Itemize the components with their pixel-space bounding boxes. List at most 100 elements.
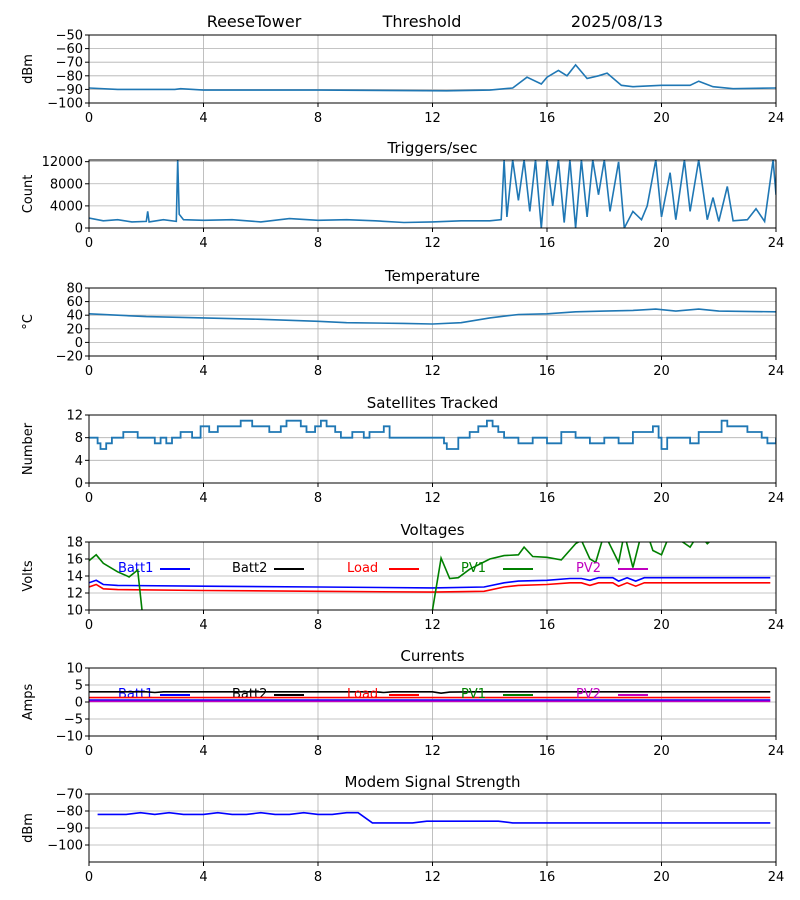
series-line <box>89 419 776 450</box>
subplot-title: Triggers/sec <box>387 139 478 157</box>
header-station: ReeseTower <box>207 12 302 31</box>
y-tick-label: −70 <box>56 788 83 803</box>
y-tick-label: 12 <box>66 587 83 602</box>
y-tick-label: 16 <box>66 553 83 568</box>
x-tick-label: 0 <box>85 491 93 506</box>
y-tick-label: 14 <box>66 570 83 585</box>
y-tick-label: 0 <box>75 696 83 711</box>
legend-label: PV1 <box>461 561 486 576</box>
x-tick-label: 20 <box>653 111 670 126</box>
x-tick-label: 4 <box>199 870 207 885</box>
series-line <box>89 63 776 92</box>
series-line-pv1 <box>89 542 711 610</box>
x-tick-label: 8 <box>314 618 322 633</box>
y-tick-label: 10 <box>66 662 83 677</box>
x-tick-label: 8 <box>314 236 322 251</box>
x-tick-label: 0 <box>85 870 93 885</box>
subplot-title: Temperature <box>384 267 480 285</box>
subplot-1: Triggers/sec 0 4 8 12 16 20 24 0 4000 8000 12000 Cou… <box>21 139 784 251</box>
legend-label: Batt2 <box>232 687 267 702</box>
subplot-6: Modem Signal Strength 0 4 8 12 16 20 24 −70 −80 −9… <box>21 773 784 885</box>
x-tick-label: 20 <box>653 236 670 251</box>
y-axis-label: dBm <box>21 54 36 84</box>
y-tick-label: 5 <box>75 679 83 694</box>
legend-label: Batt1 <box>118 687 153 702</box>
x-tick-label: 20 <box>653 870 670 885</box>
x-tick-label: 4 <box>199 236 207 251</box>
y-axis-label: °C <box>21 314 36 330</box>
x-tick-label: 4 <box>199 491 207 506</box>
y-tick-label: −50 <box>56 29 83 44</box>
y-tick-label: 0 <box>75 222 83 237</box>
y-axis-label: Count <box>21 175 36 214</box>
series-line <box>89 160 776 228</box>
x-tick-label: 4 <box>199 111 207 126</box>
series-line-batt1 <box>89 576 771 589</box>
x-tick-label: 16 <box>539 111 556 126</box>
x-tick-label: 4 <box>199 364 207 379</box>
x-tick-label: 16 <box>539 618 556 633</box>
x-tick-label: 16 <box>539 364 556 379</box>
y-tick-label: −60 <box>56 42 83 57</box>
subplot-4: Voltages 0 4 8 12 16 20 24 10 12 14 16 18 Volts Batt1 B… <box>21 521 784 633</box>
x-tick-label: 8 <box>314 491 322 506</box>
axes-frame <box>88 793 777 863</box>
legend-label: PV2 <box>576 687 601 702</box>
x-tick-label: 16 <box>539 236 556 251</box>
x-tick-label: 4 <box>199 618 207 633</box>
y-tick-label: 0 <box>75 477 83 492</box>
legend-label: Load <box>347 561 378 576</box>
y-tick-label: −80 <box>56 69 83 84</box>
x-tick-label: 0 <box>85 364 93 379</box>
legend-label: PV2 <box>576 561 601 576</box>
x-tick-label: 0 <box>85 744 93 759</box>
y-tick-label: −100 <box>47 97 83 112</box>
x-tick-label: 16 <box>539 744 556 759</box>
x-tick-label: 20 <box>653 618 670 633</box>
x-tick-label: 12 <box>424 870 441 885</box>
subplot-title: Voltages <box>400 521 464 539</box>
x-tick-label: 24 <box>768 491 785 506</box>
legend-label: Batt2 <box>232 561 267 576</box>
y-tick-label: −10 <box>56 730 83 745</box>
series-line-batt2 <box>89 691 771 695</box>
series-line-load <box>89 581 771 593</box>
y-tick-label: −80 <box>56 805 83 820</box>
x-tick-label: 0 <box>85 236 93 251</box>
x-tick-label: 8 <box>314 364 322 379</box>
y-axis-label: dBm <box>21 813 36 843</box>
header-mode: Threshold <box>382 12 462 31</box>
y-tick-label: −70 <box>56 56 83 71</box>
y-axis-label: Volts <box>21 560 36 592</box>
y-tick-label: 20 <box>66 322 83 337</box>
x-tick-label: 12 <box>424 364 441 379</box>
y-tick-label: −90 <box>56 83 83 98</box>
x-tick-label: 20 <box>653 744 670 759</box>
y-tick-label: 4 <box>75 454 83 469</box>
x-tick-label: 24 <box>768 744 785 759</box>
x-tick-label: 20 <box>653 364 670 379</box>
x-tick-label: 24 <box>768 111 785 126</box>
x-tick-label: 12 <box>424 744 441 759</box>
x-tick-label: 8 <box>314 744 322 759</box>
x-tick-label: 24 <box>768 364 785 379</box>
y-axis-label: Number <box>21 422 36 475</box>
x-tick-label: 20 <box>653 491 670 506</box>
x-tick-label: 12 <box>424 111 441 126</box>
legend-label: PV1 <box>461 687 486 702</box>
y-tick-label: −5 <box>64 713 83 728</box>
subplot-title: Currents <box>400 647 464 665</box>
subplot-title: Satellites Tracked <box>367 394 498 412</box>
subplot-5: Currents 0 4 8 12 16 20 24 −10 −5 0 5 10 Amps Batt1 Bat… <box>21 647 784 759</box>
axes-frame <box>88 34 777 104</box>
y-tick-label: 12000 <box>42 155 83 170</box>
y-tick-label: 10 <box>66 604 83 619</box>
axes-frame <box>88 287 777 357</box>
y-tick-label: 18 <box>66 536 83 551</box>
x-tick-label: 8 <box>314 111 322 126</box>
axes-frame <box>88 159 777 229</box>
x-tick-label: 0 <box>85 618 93 633</box>
